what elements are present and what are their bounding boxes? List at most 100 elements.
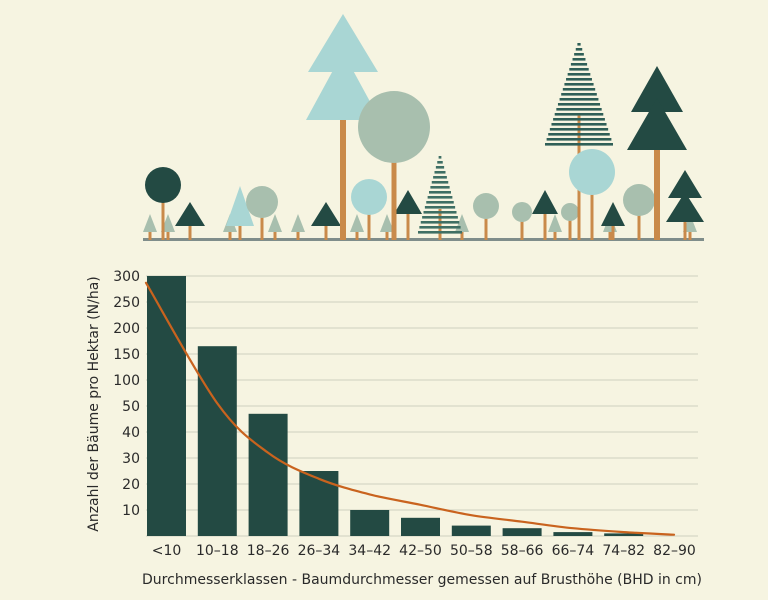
x-tick-label: 34–42 — [348, 543, 391, 559]
striped-tree-layer — [438, 156, 442, 159]
triangle-tree — [548, 214, 562, 232]
striped-tree-layer — [577, 43, 581, 46]
tree-trunk — [367, 197, 371, 240]
striped-tree-layer — [549, 128, 609, 131]
striped-tree-layer — [574, 53, 584, 56]
round-tree — [351, 179, 387, 215]
x-tick-label: 82–90 — [653, 543, 696, 559]
y-tick-label: 40 — [122, 425, 140, 441]
y-tick-label: 200 — [113, 321, 140, 337]
triangle-tree — [175, 202, 205, 226]
bar — [553, 532, 593, 536]
striped-tree-layer — [427, 196, 453, 199]
triangle-tree — [350, 214, 364, 232]
striped-tree-layer — [545, 143, 613, 146]
striped-tree-layer — [559, 98, 599, 101]
bar — [401, 517, 440, 536]
x-tick-label: 26–34 — [298, 543, 341, 559]
round-tree — [145, 167, 181, 203]
y-axis-label: Anzahl der Bäume pro Hektar (N/ha) — [86, 276, 102, 532]
trend-line — [144, 281, 676, 536]
y-tick-label: 300 — [113, 269, 140, 285]
round-tree — [358, 91, 430, 163]
striped-tree-layer — [434, 171, 446, 174]
striped-tree-layer — [551, 123, 607, 126]
striped-tree-layer — [418, 231, 462, 234]
tree-trunk — [188, 214, 192, 240]
striped-tree-layer — [433, 176, 447, 179]
striped-tree-layer — [546, 138, 612, 141]
bar — [248, 413, 288, 536]
striped-tree-layer — [429, 191, 451, 194]
big-conifer-bottom — [306, 52, 380, 120]
striped-tree-layer — [553, 118, 605, 121]
triangle-tree — [532, 190, 558, 214]
round-tree — [473, 193, 499, 219]
striped-tree-layer — [566, 78, 592, 81]
right-tree-bottom — [666, 192, 704, 222]
bar — [147, 276, 186, 536]
tree-trunk — [324, 214, 328, 240]
round-tree — [623, 184, 655, 216]
dark-conifer-top — [631, 66, 683, 112]
x-tick-label: 58–66 — [501, 543, 544, 559]
striped-tree-layer — [431, 181, 449, 184]
right-tree-top — [668, 170, 702, 198]
x-tick-label: 50–58 — [450, 543, 493, 559]
bar — [451, 525, 491, 536]
tree-trunk — [484, 206, 488, 240]
y-tick-label: 30 — [122, 451, 140, 467]
striped-tree-layer — [567, 73, 591, 76]
triangle-tree — [226, 186, 254, 226]
x-tick-label: 74–82 — [602, 543, 645, 559]
tree-trunk — [568, 212, 572, 240]
tree-trunk — [543, 202, 547, 240]
tree-trunk — [161, 185, 165, 240]
striped-tree-layer — [430, 186, 450, 189]
striped-tree-layer — [423, 211, 457, 214]
tree-trunk — [406, 202, 410, 240]
striped-tree-layer — [564, 83, 594, 86]
x-tick-label: 42–50 — [399, 543, 442, 559]
ground-line — [143, 238, 704, 241]
tree-trunk — [391, 127, 397, 240]
tree-trunk — [590, 172, 594, 240]
tree-trunk — [340, 110, 346, 240]
y-tick-labels: 10 20 30 40 50 100 150 200 250 300 — [113, 269, 140, 519]
striped-tree-layer — [419, 226, 461, 229]
triangle-tree — [291, 214, 305, 232]
tree-trunk — [611, 214, 615, 240]
striped-tree-layer — [548, 133, 610, 136]
striped-tree-layer — [572, 58, 586, 61]
y-tick-label: 150 — [113, 347, 140, 363]
bar — [604, 533, 644, 536]
round-tree — [569, 149, 615, 195]
big-conifer-top — [308, 14, 378, 72]
x-tick-label: 18–26 — [247, 543, 290, 559]
tree-trunk — [637, 200, 641, 240]
striped-tree-layer — [557, 103, 601, 106]
striped-tree-layer — [570, 63, 588, 66]
triangle-tree — [394, 190, 422, 214]
tree-trunk — [260, 202, 264, 240]
striped-tree-layer — [554, 113, 604, 116]
triangle-tree — [601, 202, 625, 226]
striped-tree-layer — [575, 48, 583, 51]
tree-trunk — [654, 110, 660, 240]
triangle-tree — [380, 214, 394, 232]
round-tree — [246, 186, 278, 218]
striped-tree-layer — [562, 88, 596, 91]
striped-tree-layer — [437, 161, 443, 164]
y-tick-label: 100 — [113, 373, 140, 389]
bar — [299, 471, 339, 536]
triangle-tree — [143, 214, 157, 232]
round-tree — [561, 203, 579, 221]
tree-trunk — [438, 209, 442, 240]
striped-tree-layer — [556, 108, 602, 111]
bar — [502, 528, 542, 536]
forest-trees-illustration — [143, 14, 704, 241]
tree-trunk — [520, 212, 524, 240]
y-tick-label: 50 — [122, 399, 140, 415]
